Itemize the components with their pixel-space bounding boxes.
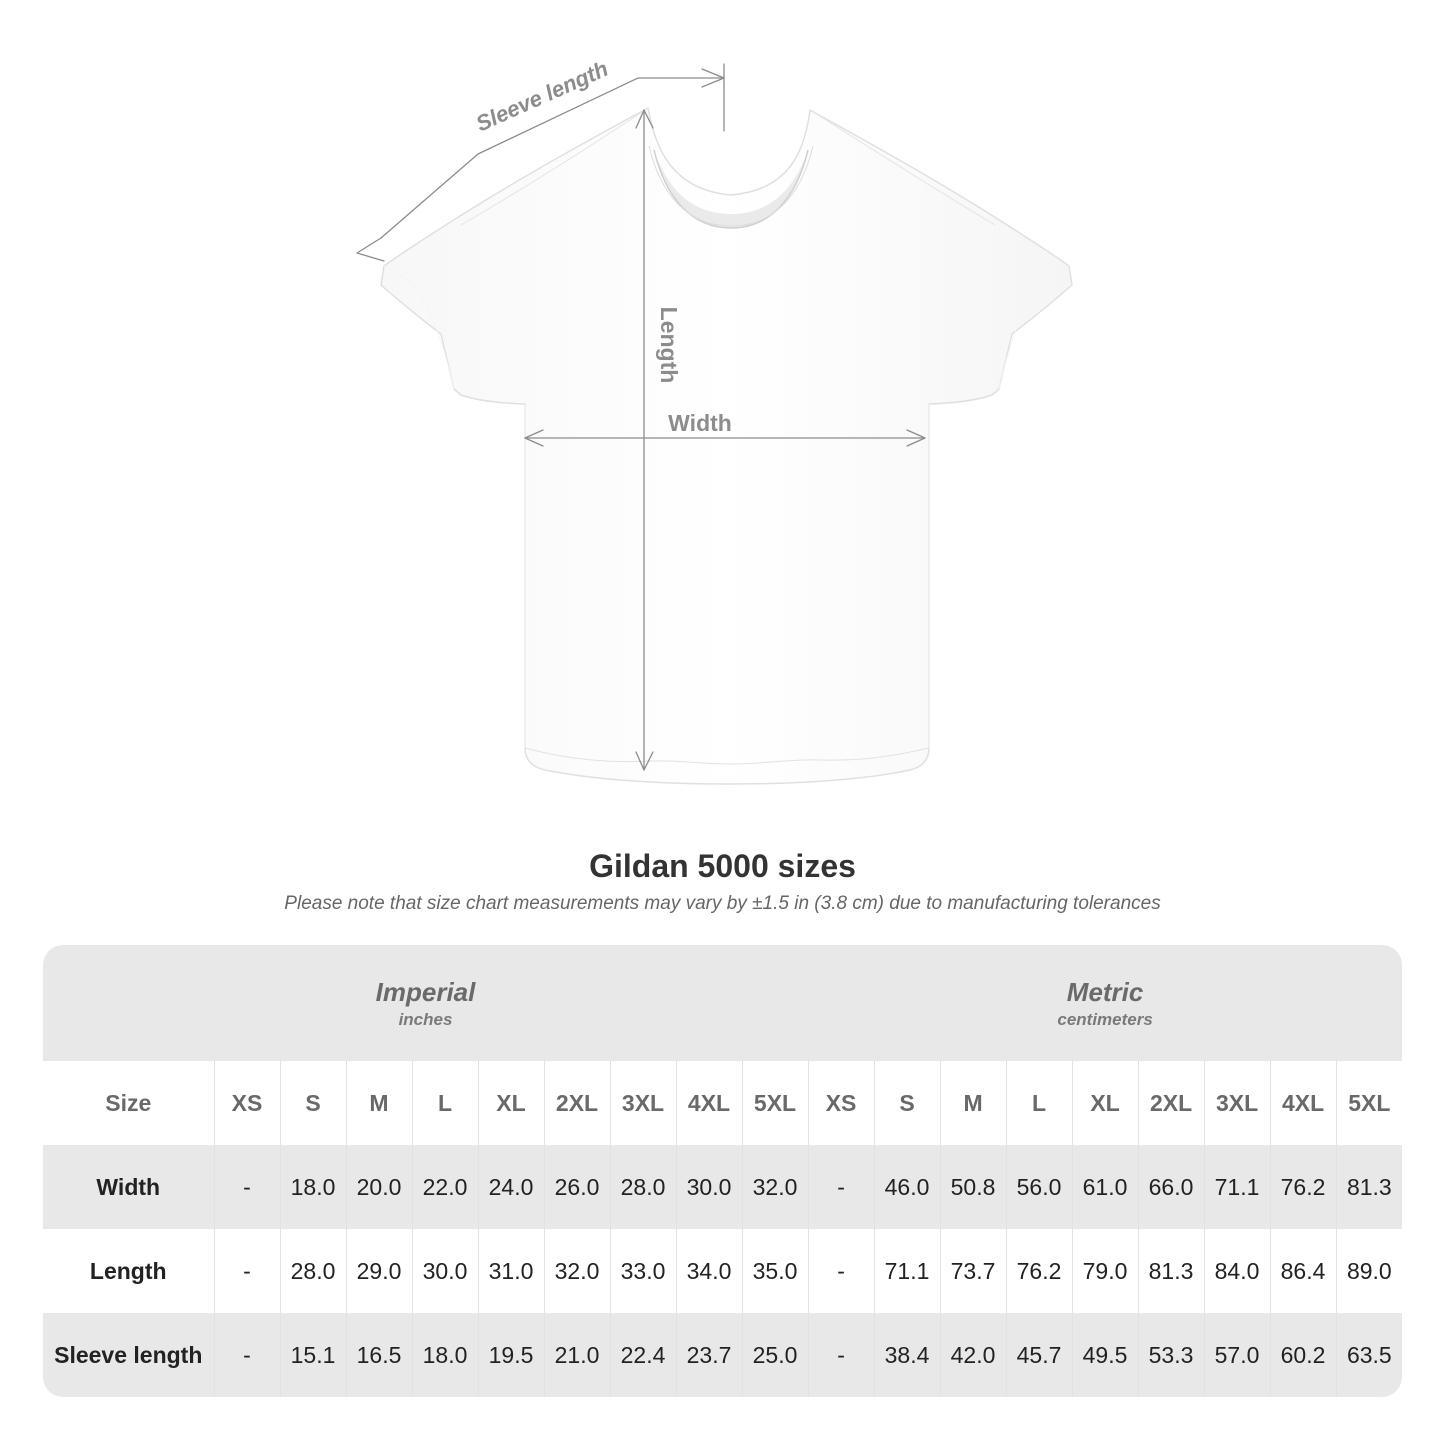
svg-text:Width: Width	[668, 410, 732, 436]
svg-text:Length: Length	[656, 307, 682, 384]
